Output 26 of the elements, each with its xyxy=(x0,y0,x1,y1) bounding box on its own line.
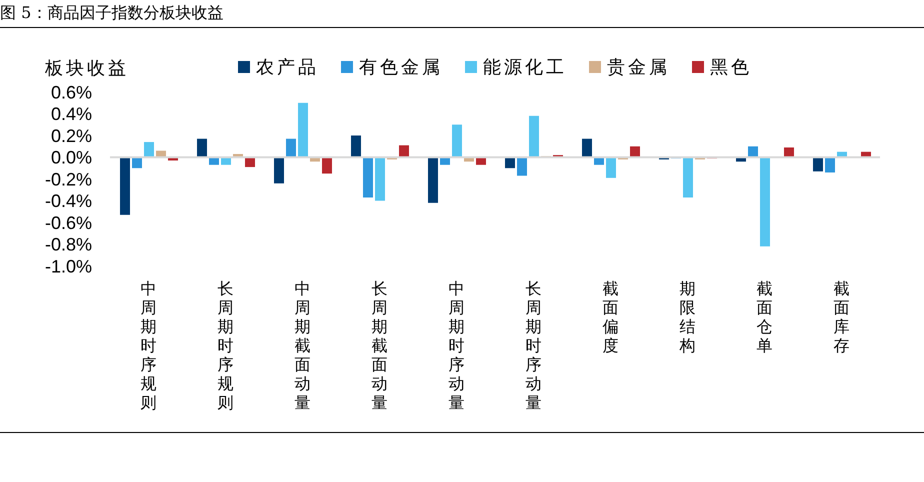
legend-label: 农产品 xyxy=(256,56,319,79)
x-tick-label: 截面库存 xyxy=(834,279,850,355)
y-axis-title: 板块收益 xyxy=(45,57,129,80)
legend-label: 能源化工 xyxy=(483,56,567,79)
x-tick-label: 长周期时序规则 xyxy=(218,279,234,412)
y-tick-label: -0.4% xyxy=(44,191,92,212)
x-tick-label: 截面偏度 xyxy=(602,279,618,355)
x-tick-label: 中周期时序动量 xyxy=(448,279,464,412)
x-tick-label: 长周期截面动量 xyxy=(372,279,388,412)
y-tick-label: 0.2% xyxy=(50,126,92,146)
x-tick-label: 中周期时序规则 xyxy=(140,279,156,412)
x-tick-label: 截面仓单 xyxy=(756,279,772,355)
y-tick-label: 0.0% xyxy=(50,148,92,168)
x-tick-label: 中周期截面动量 xyxy=(294,279,310,412)
y-tick-label: -1.0% xyxy=(44,256,92,276)
y-tick-label: 0.4% xyxy=(50,104,92,124)
legend-label: 有色金属 xyxy=(359,56,443,79)
chart-title: 图 5：商品因子指数分板块收益 xyxy=(0,3,224,24)
y-tick-label: -0.6% xyxy=(44,212,92,233)
x-tick-label: 长周期时序动量 xyxy=(526,279,542,412)
x-tick-label: 期限结构 xyxy=(678,279,696,355)
y-tick-label: 0.6% xyxy=(50,82,92,102)
y-tick-label: -0.8% xyxy=(44,234,92,255)
legend-label: 贵金属 xyxy=(607,56,670,79)
y-tick-label: -0.2% xyxy=(44,169,92,190)
legend-label: 黑色 xyxy=(710,56,752,79)
